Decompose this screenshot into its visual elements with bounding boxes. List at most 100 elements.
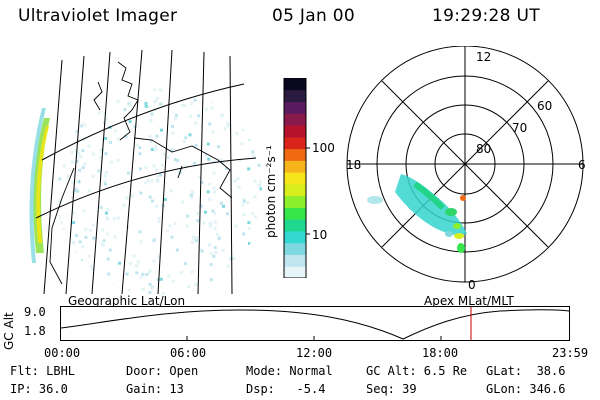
speckle-pixel bbox=[59, 93, 63, 97]
speckle-pixel bbox=[213, 220, 217, 224]
speckle-pixel bbox=[85, 281, 89, 285]
speckle-pixel bbox=[161, 292, 165, 296]
speckle-pixel bbox=[245, 289, 249, 293]
speckle-pixel bbox=[210, 282, 214, 286]
speckle-pixel bbox=[194, 239, 198, 243]
speckle-pixel bbox=[75, 233, 79, 237]
speckle-pixel bbox=[157, 220, 161, 224]
coastline bbox=[49, 61, 233, 285]
speckle-pixel bbox=[67, 88, 71, 91]
colorbar-segment bbox=[284, 78, 306, 91]
speckle-pixel bbox=[248, 242, 252, 246]
colorbar-segment bbox=[284, 195, 306, 208]
speckle-pixel bbox=[196, 212, 200, 216]
speckle-pixel bbox=[106, 232, 110, 236]
speckle-pixel bbox=[141, 272, 145, 276]
speckle-pixel bbox=[149, 118, 153, 122]
speckle-pixel bbox=[80, 259, 84, 263]
speckle-pixel bbox=[66, 174, 70, 178]
speckle-pixel bbox=[146, 179, 150, 183]
speckle-pixel bbox=[207, 243, 211, 247]
speckle-pixel bbox=[106, 257, 110, 261]
speckle-pixel bbox=[84, 235, 88, 239]
timeline-xtick-1: 06:00 bbox=[170, 346, 207, 360]
speckle-pixel bbox=[82, 209, 86, 213]
speckle-pixel bbox=[224, 295, 228, 296]
speckle-pixel bbox=[153, 100, 157, 104]
speckle-pixel bbox=[139, 191, 143, 195]
speckle-pixel bbox=[208, 122, 212, 126]
speckle-pixel bbox=[208, 221, 212, 225]
speckle-pixel bbox=[222, 204, 226, 208]
speckle-pixel bbox=[202, 221, 206, 225]
speckle-pixel bbox=[139, 275, 143, 279]
speckle-pixel bbox=[209, 251, 213, 255]
speckle-pixel bbox=[217, 296, 220, 299]
info-dsp: Dsp: -5.4 bbox=[246, 382, 326, 396]
speckle-pixel bbox=[139, 240, 143, 244]
speckle-pixel bbox=[154, 145, 158, 149]
speckle-pixel bbox=[100, 149, 104, 153]
speckle-pixel bbox=[200, 293, 204, 296]
speckle-pixel bbox=[153, 88, 157, 91]
speckle-pixel bbox=[102, 239, 106, 243]
speckle-pixel bbox=[212, 254, 216, 258]
speckle-pixel bbox=[194, 283, 198, 287]
speckle-pixel bbox=[74, 129, 78, 133]
speckle-pixel bbox=[114, 129, 118, 133]
colorbar-segment bbox=[284, 148, 306, 161]
speckle-pixel bbox=[242, 199, 246, 203]
timeline-ytick-min: 1.8 bbox=[24, 324, 46, 338]
info-ip: IP: 36.0 bbox=[10, 382, 68, 396]
speckle-pixel bbox=[150, 199, 154, 203]
speckle-pixel bbox=[197, 114, 201, 118]
speckle-pixel bbox=[72, 241, 76, 245]
speckle-pixel bbox=[160, 163, 164, 167]
speckle-pixel bbox=[126, 225, 130, 229]
speckle-pixel bbox=[184, 164, 188, 168]
speckle-pixel bbox=[242, 127, 246, 131]
app-title: Ultraviolet Imager bbox=[18, 6, 178, 26]
speckle-pixel bbox=[104, 211, 108, 215]
colorbar-segment bbox=[284, 160, 306, 173]
speckle-pixel bbox=[62, 285, 66, 289]
speckle-pixel bbox=[107, 272, 111, 276]
speckle-pixel bbox=[206, 190, 210, 194]
speckle-pixel bbox=[155, 134, 159, 138]
speckle-pixel bbox=[104, 152, 108, 156]
speckle-pixel bbox=[180, 270, 184, 274]
speckle-pixel bbox=[158, 255, 162, 259]
colorbar-unit-label: photon cm⁻²s⁻¹ bbox=[264, 145, 278, 238]
speckle-pixel bbox=[207, 182, 211, 186]
speckle-pixel bbox=[253, 179, 257, 183]
speckle-pixel bbox=[232, 257, 236, 261]
speckle-pixel bbox=[138, 152, 142, 156]
speckle-pixel bbox=[148, 134, 152, 138]
speckle-pixel bbox=[251, 150, 255, 154]
speckle-pixel bbox=[208, 197, 212, 201]
speckle-pixel bbox=[180, 167, 184, 171]
speckle-pixel bbox=[235, 131, 239, 135]
speckle-pixel bbox=[162, 152, 166, 156]
speckle-pixel bbox=[69, 90, 73, 94]
speckle-pixel bbox=[152, 238, 156, 242]
speckle-pixel bbox=[132, 254, 136, 258]
speckle-pixel bbox=[144, 101, 148, 105]
speckle-pixel bbox=[186, 214, 190, 218]
speckle-pixel bbox=[109, 160, 113, 164]
speckle-pixel bbox=[215, 280, 219, 284]
speckle-pixel bbox=[144, 104, 148, 108]
speckle-pixel bbox=[103, 179, 107, 183]
speckle-pixel bbox=[213, 190, 217, 194]
speckle-pixel bbox=[56, 254, 59, 258]
speckle-pixel bbox=[77, 276, 81, 280]
speckle-pixel bbox=[103, 96, 107, 100]
speckle-pixel bbox=[217, 279, 221, 283]
speckle-pixel bbox=[240, 142, 244, 146]
speckle-pixel bbox=[189, 193, 193, 197]
speckle-pixel bbox=[171, 279, 175, 283]
speckle-pixel bbox=[238, 286, 242, 290]
speckle-pixel bbox=[76, 189, 80, 193]
timeline-axis-label: GC Alt bbox=[2, 312, 16, 350]
speckle-pixel bbox=[56, 294, 60, 296]
